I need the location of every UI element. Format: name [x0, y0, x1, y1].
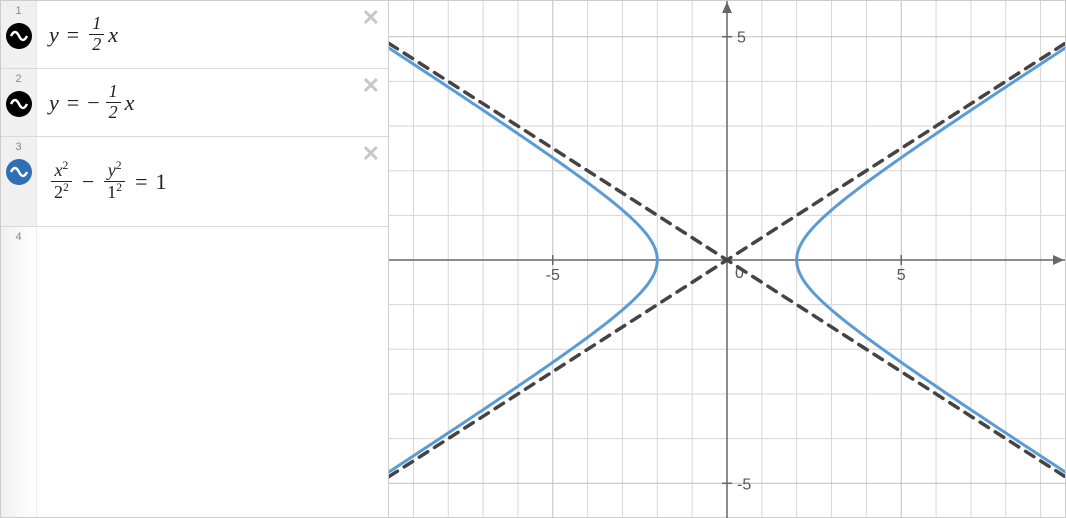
app-root: 1 y = 1 2 x ✕ — [0, 0, 1066, 518]
close-icon[interactable]: ✕ — [362, 7, 380, 29]
fraction: 1 2 — [106, 82, 121, 123]
row-gutter: 1 — [1, 1, 37, 68]
close-icon[interactable]: ✕ — [362, 143, 380, 165]
expression-body[interactable]: y = 1 2 x — [37, 1, 388, 68]
expression-row-2[interactable]: 2 y = − 1 2 x ✕ — [1, 69, 388, 137]
fraction: 1 2 — [89, 14, 104, 55]
expression-row-empty[interactable]: 4 — [1, 227, 388, 517]
svg-text:-5: -5 — [546, 267, 560, 284]
fraction: x2 22 — [51, 160, 72, 203]
wave-icon[interactable] — [6, 23, 32, 49]
var-x: x — [125, 90, 135, 116]
equals: = — [61, 22, 85, 48]
graph-area[interactable]: -555-50 — [389, 1, 1065, 517]
svg-text:5: 5 — [897, 267, 906, 284]
row-number: 3 — [15, 141, 21, 153]
row-number: 1 — [15, 5, 21, 17]
expression-row-1[interactable]: 1 y = 1 2 x ✕ — [1, 1, 388, 69]
const-1: 1 — [156, 169, 167, 195]
row-number: 4 — [15, 231, 21, 243]
equals: = — [61, 90, 85, 116]
row-gutter: 4 — [1, 227, 37, 517]
svg-text:-5: -5 — [737, 476, 751, 493]
plot-svg[interactable]: -555-50 — [389, 1, 1065, 518]
expression-body[interactable]: x2 22 − y2 12 = 1 — [37, 137, 388, 226]
expression-panel: 1 y = 1 2 x ✕ — [1, 1, 389, 517]
wave-icon[interactable] — [6, 91, 32, 117]
row-number: 2 — [15, 73, 21, 85]
var-y: y — [49, 90, 59, 116]
svg-text:5: 5 — [737, 30, 746, 47]
fraction: y2 12 — [104, 160, 125, 203]
var-x: x — [108, 22, 118, 48]
row-gutter: 2 — [1, 69, 37, 136]
expression-body[interactable]: y = − 1 2 x — [37, 69, 388, 136]
minus: − — [76, 169, 100, 195]
minus: − — [87, 90, 101, 116]
expression-row-3[interactable]: 3 x2 22 − y2 12 — [1, 137, 388, 227]
equals: = — [129, 169, 153, 195]
wave-icon[interactable] — [6, 159, 32, 185]
var-y: y — [49, 22, 59, 48]
row-gutter: 3 — [1, 137, 37, 226]
close-icon[interactable]: ✕ — [362, 75, 380, 97]
